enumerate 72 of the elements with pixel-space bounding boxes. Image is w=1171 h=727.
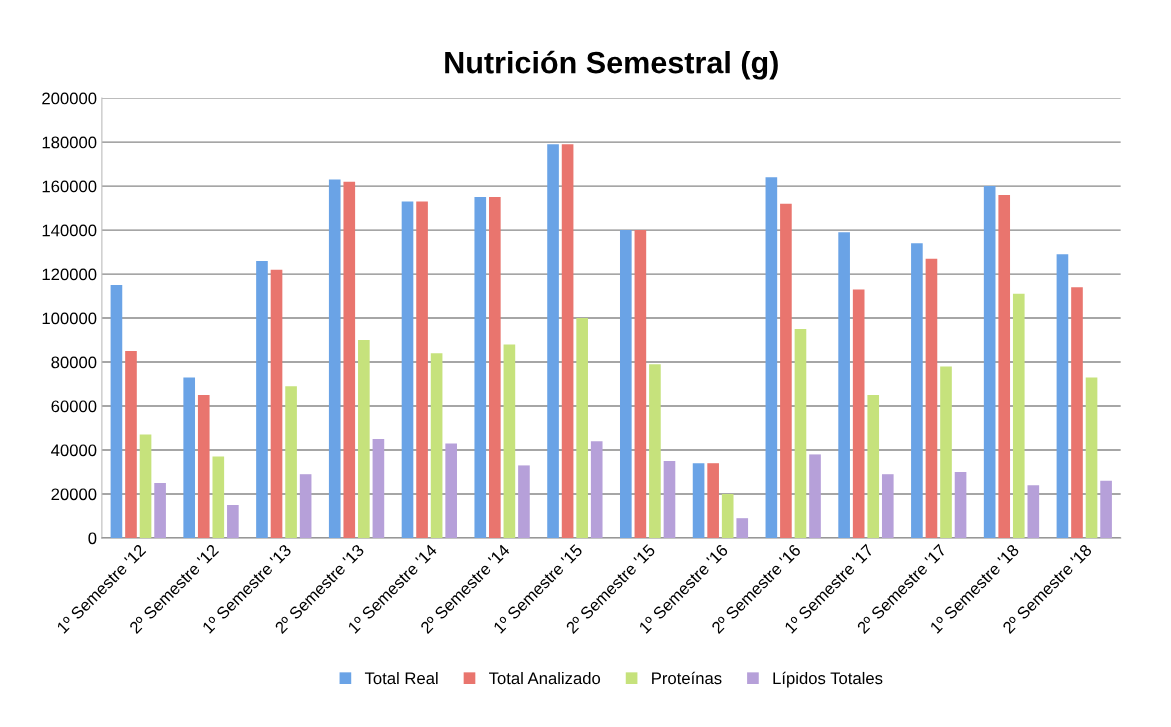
bar <box>925 258 938 538</box>
bar <box>474 197 487 538</box>
bar <box>1085 377 1098 538</box>
y-tick-label: 20000 <box>51 488 97 501</box>
y-tick-label: 120000 <box>42 268 97 281</box>
bar <box>649 364 661 538</box>
bar <box>1027 485 1040 538</box>
y-tick-label: 0 <box>88 532 97 545</box>
bar <box>561 144 574 538</box>
bar <box>983 186 996 538</box>
bar <box>416 201 428 538</box>
bar <box>328 179 341 538</box>
bar <box>1071 287 1083 538</box>
bar <box>445 443 457 538</box>
bar <box>838 232 850 538</box>
bar <box>139 434 152 538</box>
bar <box>663 461 676 538</box>
y-tick-label: 100000 <box>42 312 97 325</box>
bar <box>154 483 166 538</box>
bar <box>867 395 880 538</box>
bar <box>125 351 137 538</box>
y-tick-label: 160000 <box>42 180 97 193</box>
bar <box>197 395 210 538</box>
bar <box>183 377 196 538</box>
bar <box>576 318 588 538</box>
bar <box>299 474 312 538</box>
y-tick-label: 200000 <box>42 92 97 105</box>
bar <box>401 201 414 538</box>
bar <box>256 260 268 538</box>
bar <box>110 285 123 538</box>
y-tick-label: 140000 <box>42 224 97 237</box>
y-tick-label: 60000 <box>51 400 97 413</box>
bar <box>1100 480 1112 538</box>
bar <box>736 518 749 538</box>
bar <box>765 177 778 538</box>
legend-label: Proteínas <box>652 671 722 685</box>
bar <box>503 344 516 538</box>
bar <box>852 289 865 538</box>
bar <box>780 203 792 538</box>
bar <box>227 504 239 538</box>
bar <box>692 463 705 538</box>
bar <box>707 463 719 538</box>
y-tick-label: 40000 <box>51 444 97 457</box>
legend-label: Total Analizado <box>489 671 601 685</box>
y-tick-label: 180000 <box>42 136 97 149</box>
bar <box>1056 254 1069 538</box>
bar <box>358 340 370 538</box>
bar <box>634 230 647 538</box>
bar <box>998 194 1011 538</box>
bar <box>619 230 632 538</box>
bar <box>518 465 530 538</box>
legend-label: Lípidos Totales <box>773 671 883 688</box>
bar <box>940 366 952 538</box>
bar <box>721 494 734 538</box>
chart-title: Nutrición Semestral (g) <box>445 50 778 80</box>
bar <box>911 243 923 538</box>
bar <box>809 454 821 538</box>
bar <box>285 386 297 538</box>
y-tick-label: 80000 <box>51 356 97 369</box>
bar <box>954 472 967 538</box>
bar <box>489 197 501 538</box>
bar <box>212 456 225 538</box>
bar <box>794 329 807 538</box>
bar <box>547 144 559 538</box>
bar <box>881 474 894 538</box>
bar <box>430 353 443 538</box>
bar <box>590 441 603 538</box>
bar <box>343 181 356 538</box>
bar <box>270 269 283 538</box>
legend-label: Total Real <box>364 671 438 685</box>
bar <box>372 439 385 538</box>
bar <box>1012 293 1025 538</box>
